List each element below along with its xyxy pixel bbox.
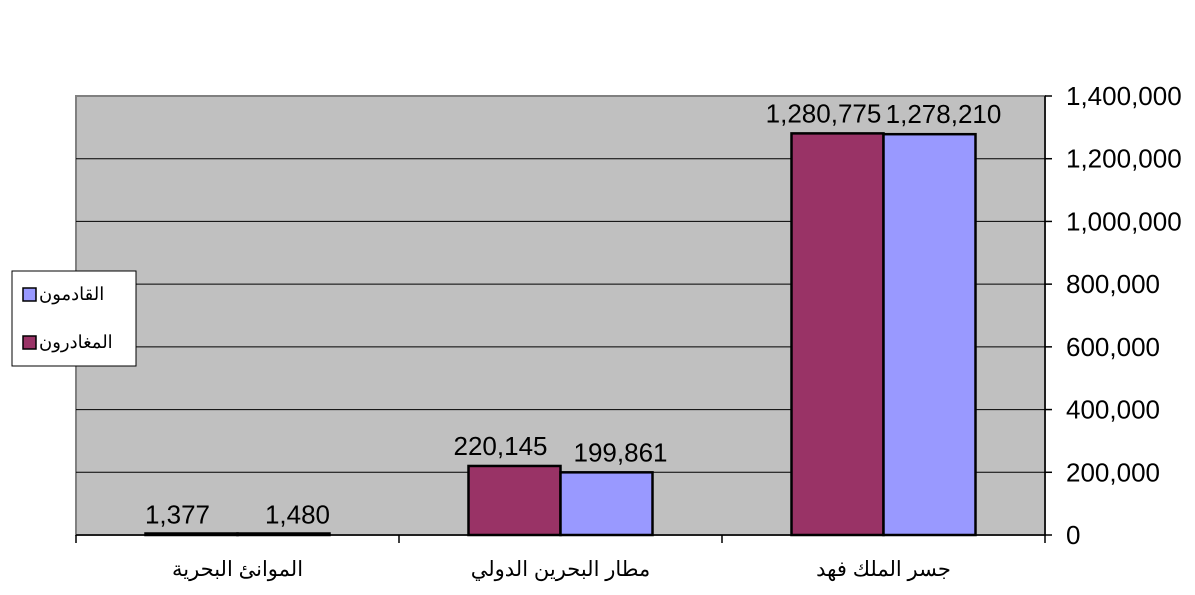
data-label: 1,278,210: [886, 99, 1002, 129]
data-label: 1,377: [145, 500, 210, 530]
legend-box: [11, 270, 137, 367]
y-tick-label: 400,000: [1066, 395, 1160, 425]
data-label: 1,280,775: [766, 98, 882, 128]
y-tick-label: 1,400,000: [1066, 81, 1182, 111]
legend-swatch-arrivals: [22, 287, 37, 302]
data-label: 199,861: [574, 437, 668, 467]
x-category-label: الموانئ البحرية: [172, 558, 303, 582]
data-labels: 1,280,775 1,278,210 220,145 199,861 1,377 1,4…: [145, 98, 1001, 529]
x-category-label: مطار البحرين الدولي: [471, 558, 651, 582]
x-category-label: جسر الملك فهد: [816, 558, 951, 582]
legend: القادمون المغادرون: [11, 270, 137, 367]
bar-arrivals: [559, 471, 654, 537]
x-axis-ticks: جسر الملك فهد مطار البحرين الدولي الموانئ …: [75, 535, 1046, 582]
legend-swatch-departures: [22, 335, 37, 350]
legend-label-arrivals: القادمون: [39, 284, 104, 305]
bar-departures: [467, 464, 562, 537]
y-tick-label: 600,000: [1066, 332, 1160, 362]
bar-departures: [790, 132, 885, 537]
y-tick-label: 1,200,000: [1066, 144, 1182, 174]
y-tick-label: 1,000,000: [1066, 206, 1182, 236]
y-tick-label: 200,000: [1066, 457, 1160, 487]
y-axis-ticks: 0 200,000 400,000 600,000 800,000 1,000,000 1,…: [1045, 81, 1182, 550]
data-label: 220,145: [454, 431, 548, 461]
y-tick-label: 0: [1066, 520, 1080, 550]
legend-label-departures: المغادرون: [39, 332, 113, 353]
data-label: 1,480: [265, 500, 330, 530]
bars: [144, 132, 977, 537]
bar-arrivals: [882, 132, 977, 537]
y-tick-label: 800,000: [1066, 269, 1160, 299]
